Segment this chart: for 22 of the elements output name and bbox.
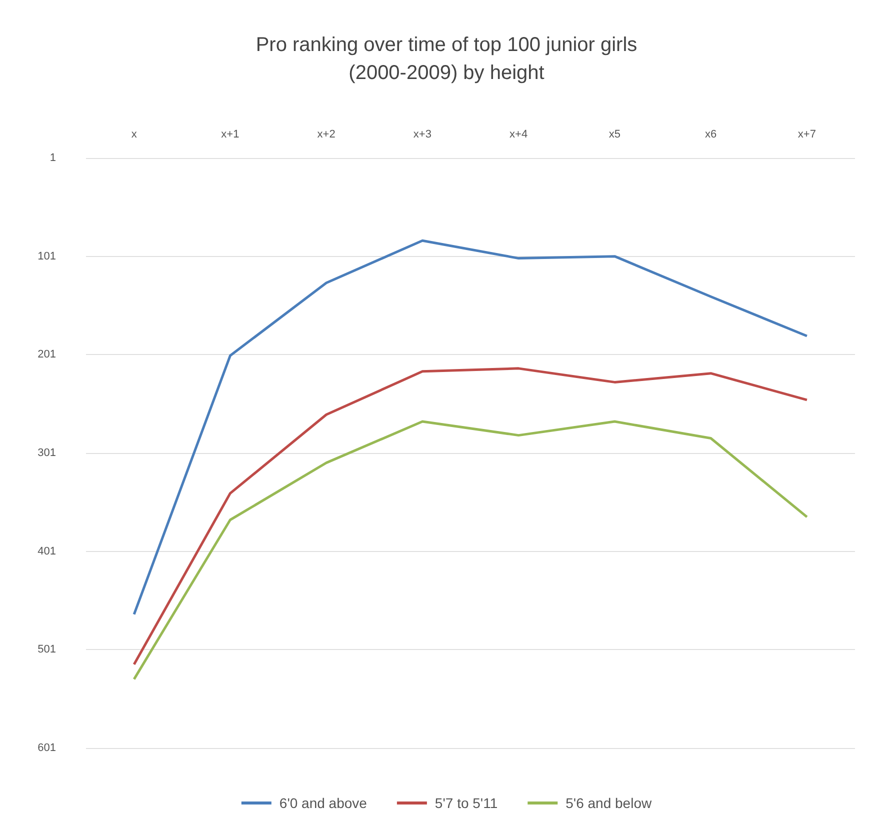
x-tick-label: x5: [608, 128, 620, 140]
y-tick-label: 601: [38, 742, 56, 754]
x-tick-label: x6: [705, 128, 717, 140]
y-tick-label: 201: [38, 348, 56, 361]
y-tick-label: 101: [38, 250, 56, 262]
line-series: [132, 420, 808, 680]
y-tick-label: 501: [38, 644, 56, 656]
y-tick-label: 301: [38, 447, 56, 459]
line-series: [132, 367, 808, 666]
x-tick-label: x+7: [798, 128, 816, 140]
y-tick-label: 401: [38, 545, 56, 558]
line-series: [132, 239, 808, 616]
y-tick-label: 1: [50, 152, 56, 164]
legend-label: 5'7 to 5'11: [434, 795, 498, 811]
legend-label: 6'0 and above: [279, 795, 368, 811]
x-tick-label: x+3: [413, 128, 432, 140]
x-tick-label: x+1: [221, 128, 240, 140]
legend-label: 5'6 and below: [566, 795, 652, 811]
x-tick-label: x: [131, 128, 138, 140]
x-tick-label: x+2: [317, 128, 336, 140]
chart-title: Pro ranking over time of top 100 junior girls (2000-2009) by height: [256, 34, 638, 84]
x-tick-label: x+4: [510, 128, 528, 140]
